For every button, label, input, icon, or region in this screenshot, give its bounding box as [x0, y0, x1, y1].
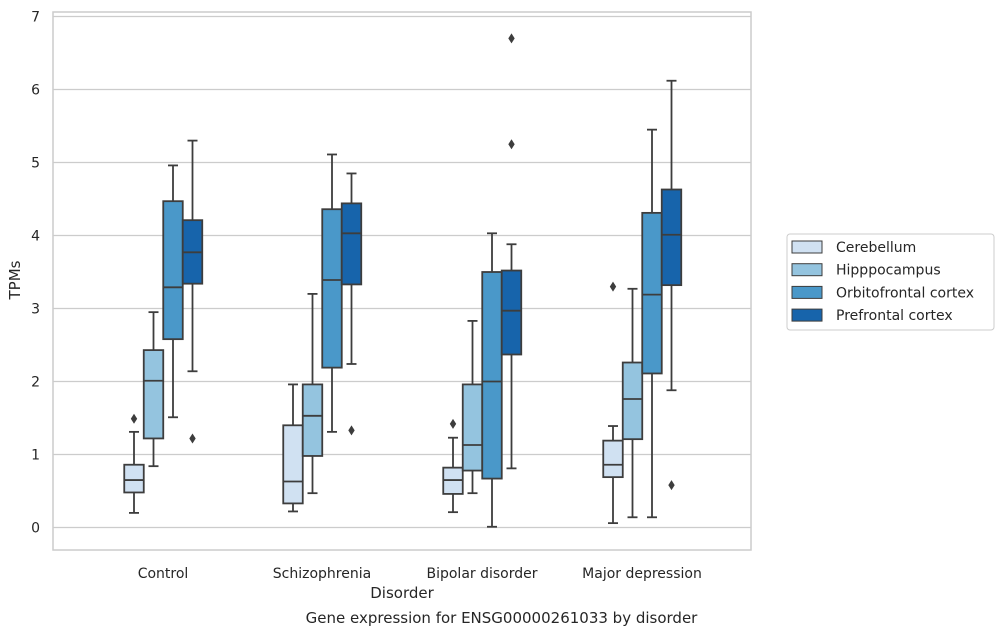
y-tick-labels: 0 1 2 3 4 5 6 7	[31, 10, 40, 537]
box-iqr	[500, 269, 523, 356]
legend-label: Orbitofrontal cortex	[836, 285, 974, 301]
x-tick-label: Schizophrenia	[273, 566, 371, 582]
outlier-point	[609, 281, 617, 292]
box-plot-chart: 0 1 2 3 4 5 6 7 Control Schizophrenia Bipolar dis…	[6, 10, 995, 602]
outlier-point	[508, 33, 515, 44]
legend-label: Hipppocampus	[836, 263, 941, 279]
outlier-point	[189, 433, 196, 444]
legend-swatch	[791, 285, 823, 299]
y-tick-label: 2	[31, 375, 40, 391]
figure-caption: Gene expression for ENSG00000261033 by d…	[305, 609, 698, 627]
legend-label: Cerebellum	[836, 240, 916, 256]
box-iqr	[321, 208, 343, 369]
box-iqr	[481, 271, 503, 480]
box-cerebellum	[442, 418, 464, 514]
legend-label: Prefrontal cortex	[836, 308, 953, 324]
box-iqr	[641, 211, 663, 375]
y-tick-label: 5	[31, 156, 40, 172]
box-orbitofrontal-cortex	[641, 128, 663, 519]
box-iqr	[301, 383, 324, 457]
legend-swatch	[791, 308, 823, 322]
x-tick-label: Control	[138, 566, 189, 582]
box-cerebellum	[123, 413, 145, 514]
x-tick-label: Major depression	[582, 566, 702, 582]
y-axis-label: TPMs	[6, 260, 24, 300]
outlier-point	[668, 480, 675, 491]
box-iqr	[621, 361, 644, 441]
box-iqr	[660, 188, 683, 287]
box-prefrontal-cortex	[660, 79, 683, 491]
box-hipppocampus	[621, 287, 644, 519]
y-tick-label: 4	[31, 229, 40, 245]
legend-swatch	[791, 240, 823, 254]
y-tick-label: 0	[31, 521, 40, 537]
box-prefrontal-cortex	[181, 139, 204, 444]
legend: Cerebellum Hipppocampus Orbitofrontal cort…	[786, 233, 995, 331]
y-tick-label: 7	[31, 10, 40, 26]
box-iqr	[340, 202, 363, 286]
outlier-point	[449, 418, 457, 429]
box-prefrontal-cortex	[500, 33, 523, 470]
x-tick-labels: Control Schizophrenia Bipolar disorder Majo…	[138, 566, 702, 582]
outlier-point	[348, 425, 355, 436]
y-tick-label: 1	[31, 448, 40, 464]
plot-area-frame	[52, 11, 752, 551]
box-iqr	[123, 463, 145, 494]
legend-swatch	[791, 263, 823, 277]
box-hipppocampus	[301, 292, 324, 495]
box-hipppocampus	[142, 311, 165, 468]
outlier-point	[130, 413, 138, 424]
box-iqr	[282, 424, 304, 505]
box-iqr	[162, 200, 184, 341]
box-iqr	[461, 383, 484, 472]
boxes-layer	[123, 33, 683, 528]
box-iqr	[602, 439, 624, 479]
box-cerebellum	[282, 383, 304, 513]
outlier-point	[508, 139, 515, 150]
box-orbitofrontal-cortex	[321, 153, 343, 433]
box-prefrontal-cortex	[340, 172, 363, 436]
box-cerebellum	[602, 281, 624, 525]
box-iqr	[142, 349, 165, 440]
y-tick-label: 3	[31, 302, 40, 318]
x-axis-label: Disorder	[370, 584, 434, 600]
x-tick-label: Bipolar disorder	[426, 566, 537, 582]
legend-frame	[786, 233, 995, 331]
box-orbitofrontal-cortex	[481, 232, 503, 528]
y-tick-label: 6	[31, 83, 40, 99]
